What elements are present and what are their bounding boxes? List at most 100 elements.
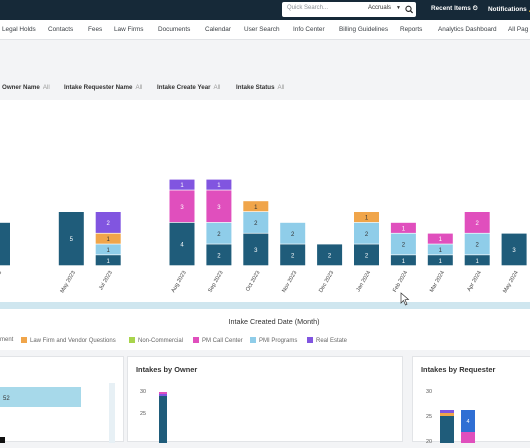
filter-intake-create-year[interactable]: Intake Create Year All: [157, 84, 221, 91]
stacked-bar-chart: 45111243122313212222211211111223221 Apr …: [0, 179, 530, 326]
bar-value-label: 4: [466, 419, 469, 425]
legend-item-1[interactable]: Law Firm and Vendor Questions: [21, 337, 116, 344]
chart-bar-segment[interactable]: [440, 410, 454, 413]
chart-bar-segment[interactable]: [206, 190, 232, 223]
chart-bar-segment[interactable]: [169, 179, 195, 190]
search-scope-select[interactable]: Accruals: [368, 5, 392, 11]
legend-swatch: [250, 337, 256, 343]
left-bar-chart: 52: [0, 383, 115, 443]
main-nav: Legal Holds Contacts Fees Law Firms Docu…: [0, 20, 530, 40]
nav-item-all-pages[interactable]: All Pag: [508, 26, 529, 33]
chart-bar-segment[interactable]: [317, 244, 343, 266]
legend-swatch: [307, 337, 313, 343]
bar-value-label: 1: [107, 248, 111, 254]
chart-legend: ment Law Firm and Vendor Questions Non-C…: [0, 336, 530, 348]
nav-item-calendar[interactable]: Calendar: [205, 26, 231, 33]
nav-item-billing-guidelines[interactable]: Billing Guidelines: [339, 26, 389, 33]
y-tick-label: 25: [426, 414, 432, 420]
chart-bar-segment[interactable]: [390, 233, 416, 255]
chart-bar-segment[interactable]: [95, 233, 121, 244]
chart-scrollbar[interactable]: [0, 302, 530, 309]
chart-bar-segment[interactable]: [95, 255, 121, 266]
search-button[interactable]: [402, 2, 416, 17]
legend-item-2[interactable]: Non-Commercial: [129, 337, 183, 344]
chart-bar-segment[interactable]: [206, 244, 232, 266]
bar-value-label: 1: [107, 237, 111, 243]
bar-value-label: 1: [402, 226, 406, 232]
legend-item-3[interactable]: PM Call Center: [193, 337, 243, 344]
nav-item-contacts[interactable]: Contacts: [48, 26, 74, 33]
chart-bar-segment[interactable]: [159, 394, 167, 396]
notifications-button[interactable]: Notifications 🔔: [488, 5, 530, 13]
chart-bar-segment[interactable]: [354, 244, 379, 266]
x-tick-label: Aug 2023: [171, 270, 188, 294]
chart-bar-segment[interactable]: [464, 233, 490, 255]
chart-handle[interactable]: [0, 437, 5, 443]
search-input[interactable]: Quick Search...: [287, 5, 329, 11]
requester-bar-chart: 30 25 20 4: [426, 389, 475, 445]
y-tick-label: 30: [140, 389, 146, 395]
chart-bar-segment[interactable]: [243, 212, 269, 233]
chart-bar-segment[interactable]: [440, 413, 454, 416]
owner-bar-chart: 30 25: [140, 389, 167, 443]
x-axis-title: Intake Created Date (Month): [228, 317, 319, 326]
chart-bar-segment[interactable]: [95, 244, 121, 255]
chart-bar-segment[interactable]: [58, 212, 84, 266]
chart-bar-segment[interactable]: [464, 255, 490, 266]
legend-item-4[interactable]: PMI Programs: [250, 337, 297, 344]
x-tick-label: May 2023: [60, 270, 77, 294]
chart-bar-segment[interactable]: [280, 222, 306, 244]
chart-bar-segment[interactable]: [390, 255, 416, 266]
intakes-by-month-chart: 45111243122313212222211211111223221 Apr …: [0, 100, 530, 350]
chart-bar[interactable]: [0, 387, 81, 407]
bar-value-label: 1: [217, 183, 221, 189]
chart-bar[interactable]: [440, 410, 454, 443]
chart-bar-segment[interactable]: [0, 222, 10, 266]
x-tick-label: May 2024: [502, 270, 519, 294]
nav-item-law-firms[interactable]: Law Firms: [114, 26, 144, 33]
legend-item-0[interactable]: ment: [0, 337, 14, 343]
nav-item-user-search[interactable]: User Search: [244, 26, 280, 33]
filter-intake-status[interactable]: Intake Status All: [236, 84, 285, 91]
nav-item-reports[interactable]: Reports: [400, 26, 423, 33]
chart-bar-segment[interactable]: [354, 212, 379, 223]
intakes-by-requester-card: Intakes by Requester 30 25 20 4: [412, 356, 530, 445]
bar-value-label: 1: [439, 248, 443, 254]
x-tick-label: Apr 2023: [0, 270, 3, 293]
bar-value-label: 2: [476, 243, 480, 249]
chart-bar-segment[interactable]: [427, 244, 453, 255]
chart-bar[interactable]: [159, 394, 167, 443]
chart-bar-segment[interactable]: [390, 222, 416, 233]
chart-bar-segment[interactable]: [501, 233, 527, 266]
legend-item-5[interactable]: Real Estate: [307, 337, 347, 344]
chart-bar-segment[interactable]: [427, 233, 453, 244]
recent-items-button[interactable]: Recent Items ⏲: [431, 5, 478, 13]
chart-bar-segment[interactable]: [169, 222, 195, 266]
chart-bar-segment[interactable]: [206, 179, 232, 190]
chart-bar-segment[interactable]: [95, 212, 121, 233]
chart-bar-segment[interactable]: [243, 233, 269, 266]
chart-bar-segment[interactable]: [354, 222, 379, 244]
chart-bar-segment[interactable]: [280, 244, 306, 266]
nav-item-legal-holds[interactable]: Legal Holds: [2, 26, 36, 33]
chart-bar-segment[interactable]: [243, 201, 269, 212]
nav-item-info-center[interactable]: Info Center: [293, 26, 325, 33]
chart-bar-segment[interactable]: [461, 410, 475, 432]
quick-search-box[interactable]: Quick Search... Accruals ▼: [282, 2, 416, 17]
nav-item-analytics-dashboard[interactable]: Analytics Dashboard: [438, 26, 497, 33]
chart-bar-segment[interactable]: [159, 392, 167, 394]
nav-item-documents[interactable]: Documents: [158, 26, 191, 33]
chart-bar-segment[interactable]: [206, 222, 232, 244]
filter-intake-requester-name[interactable]: Intake Requester Name All: [64, 84, 143, 91]
chart-scrollbar[interactable]: [109, 383, 115, 443]
x-tick-label: Apr 2024: [466, 270, 483, 293]
search-icon: [405, 5, 414, 14]
chart-bar-segment[interactable]: [461, 432, 475, 443]
bar-value-label: 2: [107, 221, 111, 227]
chart-bar-segment[interactable]: [464, 212, 490, 233]
bar-value-label: 2: [365, 253, 369, 259]
chart-bar-segment[interactable]: [169, 190, 195, 223]
nav-item-fees[interactable]: Fees: [88, 26, 103, 33]
chart-bar-segment[interactable]: [427, 255, 453, 266]
filter-owner-name[interactable]: Owner Name All: [2, 84, 50, 91]
